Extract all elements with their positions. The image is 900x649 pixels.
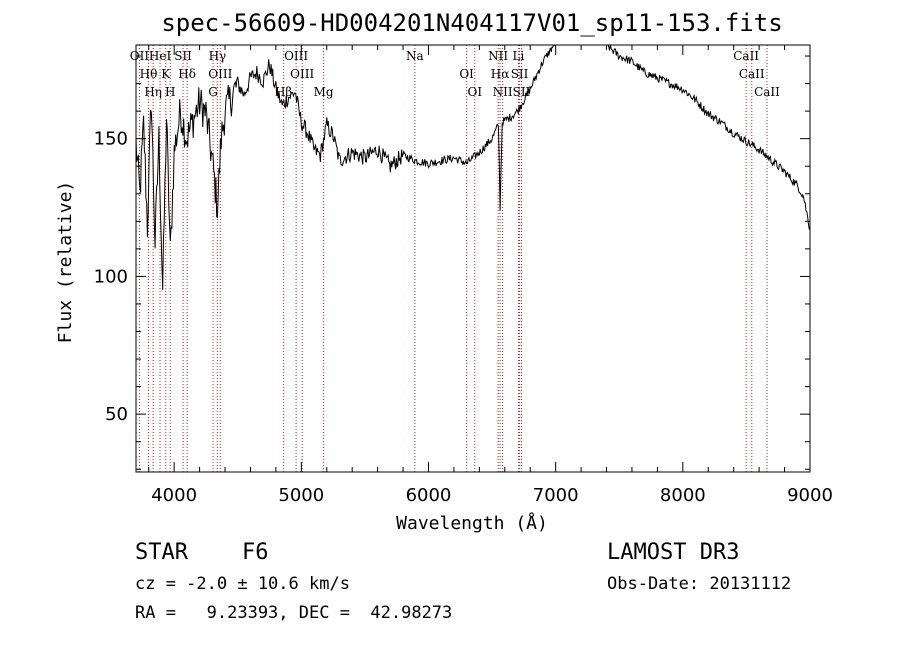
emission-line-label: Hη [144, 85, 162, 99]
y-tick-label: 50 [105, 404, 128, 425]
emission-line-label: Hδ [178, 67, 196, 81]
plot-frame [135, 44, 811, 473]
emission-line-label: OI [467, 85, 482, 99]
y-tick-label: 100 [94, 266, 128, 287]
emission-line-label: NII [493, 85, 513, 99]
emission-line-label: Mg [314, 85, 334, 99]
emission-line-label: CaII [733, 49, 759, 63]
emission-line-label: CaII [739, 67, 765, 81]
emission-line-label: Hγ [209, 49, 227, 63]
y-tick-label: 150 [94, 129, 128, 150]
emission-line-markers [138, 45, 768, 472]
emission-line-label: SII [511, 67, 529, 81]
emission-line-label: OIII [290, 67, 314, 81]
emission-line-label: Hα [491, 67, 510, 81]
emission-line-label: Li [512, 49, 524, 63]
redshift-info: cz = -2.0 ± 10.6 km/s [135, 574, 350, 594]
coordinates-info: RA = 9.23393, DEC = 42.98273 [135, 603, 453, 623]
observation-date: Obs-Date: 20131112 [607, 574, 792, 594]
axis-ticks: 4000 5000 6000 7000 8000 9000 50 100 150 [94, 45, 833, 506]
emission-line-label: OIII [208, 67, 232, 81]
emission-line-label: Na [406, 49, 424, 63]
emission-line-label: OIII [284, 49, 308, 63]
x-tick-label: 5000 [278, 485, 324, 506]
emission-line-label: SII [174, 49, 192, 63]
spectrum-line [135, 44, 811, 291]
chart-title: spec-56609-HD004201N404117V01_sp11-153.f… [161, 9, 782, 37]
emission-line-label: H [165, 85, 175, 99]
object-subclass: F6 [242, 540, 269, 565]
emission-line-label: CaII [754, 85, 780, 99]
emission-line-label: K [161, 67, 171, 81]
x-tick-label: 6000 [406, 485, 452, 506]
x-axis-label: Wavelength (Å) [396, 512, 548, 534]
emission-line-label: SII [513, 85, 531, 99]
emission-line-label: NII [488, 49, 508, 63]
emission-line-label: OI [459, 67, 474, 81]
x-tick-label: 9000 [787, 485, 833, 506]
y-axis-label: Flux (relative) [55, 181, 76, 344]
emission-line-label: G [208, 85, 218, 99]
survey-name: LAMOST DR3 [607, 540, 740, 565]
emission-line-label: Hθ [140, 67, 158, 81]
x-tick-label: 4000 [151, 485, 197, 506]
emission-line-labels: OIIHθHηHeIKHSIIHδGHγOIIIHβOIIIOIIIMgNaOI… [130, 49, 780, 99]
x-tick-label: 7000 [533, 485, 579, 506]
emission-line-label: HeI [149, 49, 172, 63]
x-tick-label: 8000 [660, 485, 706, 506]
object-class: STAR [135, 540, 188, 565]
